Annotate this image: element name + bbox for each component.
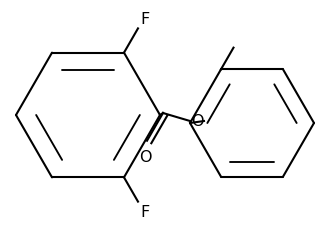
Text: F: F [140,204,149,219]
Text: O: O [139,149,151,164]
Text: F: F [140,12,149,27]
Text: O: O [191,114,203,129]
